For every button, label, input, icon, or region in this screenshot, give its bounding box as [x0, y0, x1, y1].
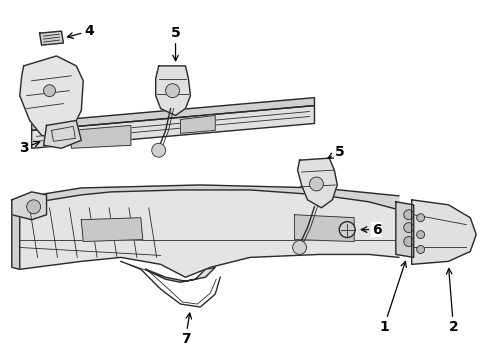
Polygon shape [156, 66, 191, 116]
Polygon shape [297, 158, 337, 208]
Polygon shape [12, 192, 47, 220]
Text: 7: 7 [181, 313, 192, 346]
Polygon shape [294, 215, 354, 242]
Polygon shape [72, 125, 131, 148]
Circle shape [416, 231, 425, 239]
Circle shape [44, 85, 55, 96]
Circle shape [404, 237, 414, 247]
Text: 6: 6 [361, 222, 382, 237]
Text: 5: 5 [171, 26, 180, 61]
Polygon shape [44, 121, 81, 148]
Polygon shape [32, 105, 315, 148]
Circle shape [416, 246, 425, 253]
Circle shape [293, 240, 307, 255]
Polygon shape [146, 267, 215, 282]
Polygon shape [412, 200, 476, 264]
Circle shape [339, 222, 355, 238]
Circle shape [404, 223, 414, 233]
Polygon shape [32, 98, 315, 130]
Polygon shape [20, 185, 399, 210]
Circle shape [404, 210, 414, 220]
Circle shape [416, 214, 425, 222]
Polygon shape [180, 116, 215, 133]
Polygon shape [81, 218, 143, 242]
Text: 5: 5 [328, 145, 344, 159]
Polygon shape [12, 198, 20, 269]
Polygon shape [396, 202, 414, 257]
Circle shape [152, 143, 166, 157]
Circle shape [310, 177, 323, 191]
Text: 1: 1 [379, 261, 406, 334]
Text: 2: 2 [446, 269, 458, 334]
Polygon shape [20, 190, 399, 277]
Text: 3: 3 [19, 141, 40, 155]
Circle shape [166, 84, 179, 98]
Circle shape [26, 200, 41, 214]
Polygon shape [20, 56, 83, 138]
Polygon shape [40, 31, 63, 45]
Text: 4: 4 [68, 24, 94, 38]
